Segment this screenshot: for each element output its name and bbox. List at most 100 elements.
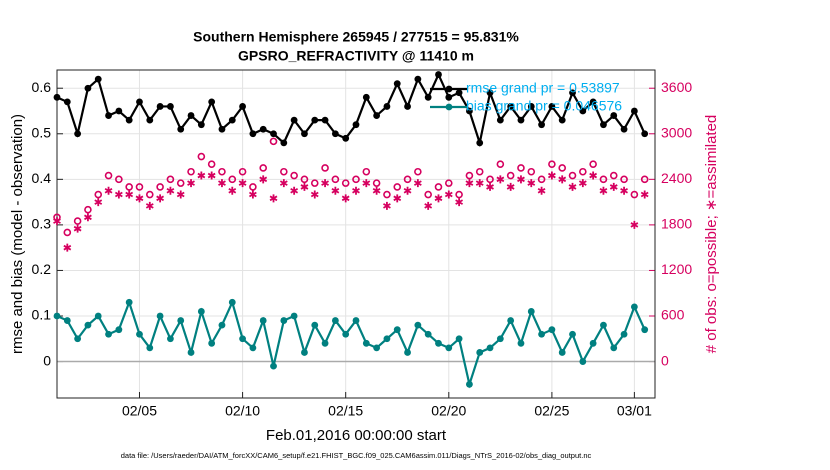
data-point — [517, 164, 525, 172]
data-point — [373, 112, 381, 119]
y2-tick-label: 600 — [661, 307, 685, 323]
y2-tick-label: 1800 — [661, 216, 692, 232]
data-point — [166, 186, 175, 195]
data-point — [352, 186, 360, 195]
data-point — [558, 349, 566, 356]
data-point — [290, 171, 298, 180]
legend-marker — [445, 85, 453, 93]
data-point — [496, 335, 504, 343]
data-point — [238, 167, 247, 176]
data-point — [558, 116, 566, 124]
x-tick-label: 02/15 — [328, 403, 363, 419]
data-point — [434, 194, 443, 203]
data-point — [600, 321, 607, 329]
data-point — [63, 98, 71, 106]
data-point — [94, 198, 103, 207]
data-point — [218, 125, 226, 133]
data-point — [558, 175, 567, 184]
data-point — [135, 194, 144, 203]
data-point — [84, 213, 92, 222]
data-point — [145, 190, 154, 199]
data-point — [259, 164, 268, 172]
data-point — [568, 182, 577, 191]
data-point — [177, 125, 185, 133]
x-axis-label: Feb.01,2016 00:00:00 start — [266, 427, 447, 444]
data-point — [300, 182, 309, 191]
data-point — [435, 71, 442, 78]
data-point — [579, 358, 587, 365]
data-point — [444, 179, 453, 187]
data-point — [393, 183, 402, 191]
data-point — [393, 194, 402, 203]
data-point — [73, 224, 82, 233]
data-point — [589, 171, 598, 180]
data-point — [558, 164, 567, 172]
y-tick-label: 0.5 — [32, 124, 52, 140]
data-point — [362, 93, 370, 101]
y2-tick-label: 3600 — [661, 79, 692, 95]
data-point — [341, 179, 350, 187]
data-point — [342, 330, 350, 338]
data-point — [475, 167, 484, 176]
data-point — [342, 134, 350, 142]
data-point — [321, 164, 329, 172]
data-point — [445, 344, 453, 352]
data-point — [537, 175, 546, 184]
data-point — [331, 130, 339, 138]
data-point — [228, 175, 237, 184]
data-point — [599, 175, 608, 184]
data-point — [290, 116, 298, 124]
data-point — [208, 98, 216, 106]
footnote: data file: /Users/raeder/DAI/ATM_forcXX/… — [121, 451, 592, 460]
data-point — [620, 125, 628, 133]
data-point — [569, 330, 576, 338]
y2-tick-label: 1200 — [661, 261, 692, 277]
data-point — [424, 93, 432, 101]
data-point — [125, 298, 133, 306]
data-point — [537, 186, 546, 195]
data-point — [589, 160, 597, 168]
y-tick-label: 0.6 — [32, 79, 52, 95]
data-point — [610, 112, 618, 119]
data-point — [74, 130, 82, 138]
data-point — [105, 112, 112, 119]
data-point — [94, 75, 102, 83]
data-point — [404, 349, 411, 356]
data-point — [424, 190, 432, 199]
data-point — [403, 175, 412, 184]
data-point — [228, 298, 236, 306]
data-point — [310, 190, 319, 199]
data-point — [228, 116, 236, 124]
data-point — [496, 116, 504, 124]
data-point — [517, 339, 525, 347]
data-point — [167, 103, 174, 110]
data-point — [372, 179, 381, 187]
data-point — [414, 321, 422, 329]
data-point — [115, 326, 123, 334]
y-tick-label: 0.1 — [32, 307, 52, 323]
data-point — [475, 179, 484, 188]
x-tick-label: 03/01 — [617, 403, 652, 419]
y-tick-label: 0 — [43, 352, 51, 368]
data-point — [84, 84, 92, 92]
data-point — [568, 171, 577, 180]
data-point — [331, 175, 340, 184]
data-point — [156, 183, 164, 191]
data-point — [104, 186, 113, 195]
data-point — [84, 205, 92, 214]
data-point — [640, 175, 649, 184]
data-point — [115, 175, 123, 184]
series-line — [56, 299, 646, 389]
data-point — [135, 183, 144, 191]
data-point — [630, 190, 639, 199]
data-point — [414, 167, 422, 176]
data-point — [486, 344, 494, 352]
data-point — [641, 326, 649, 334]
data-point — [620, 186, 628, 195]
data-point — [455, 335, 463, 343]
data-point — [600, 121, 607, 129]
data-point — [259, 317, 267, 324]
data-point — [146, 116, 154, 124]
data-point — [434, 183, 443, 191]
data-point — [445, 93, 453, 101]
